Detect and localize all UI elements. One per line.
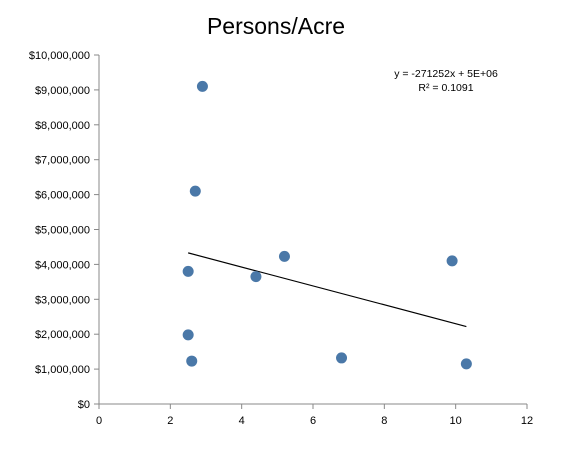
trendline-layer	[188, 252, 467, 328]
x-tick-label: 10	[450, 415, 462, 427]
y-tick-label: $1,000,000	[35, 364, 90, 376]
trendline	[188, 252, 467, 328]
y-tick-label: $8,000,000	[35, 120, 90, 132]
y-tick-label: $7,000,000	[35, 155, 90, 167]
data-point	[250, 271, 262, 283]
y-tick-label: $5,000,000	[35, 225, 90, 237]
x-tick-label: 4	[239, 415, 245, 427]
chart-title: Persons/Acre	[207, 13, 345, 39]
data-point	[336, 352, 348, 364]
x-tick-label: 6	[310, 415, 316, 427]
y-tick-label: $4,000,000	[35, 259, 90, 271]
y-tick-label: $3,000,000	[35, 294, 90, 306]
data-point	[196, 80, 208, 92]
data-point	[278, 250, 290, 262]
y-tick-label: $9,000,000	[35, 85, 90, 97]
y-tick-label: $2,000,000	[35, 329, 90, 341]
data-point	[182, 265, 194, 277]
y-tick-label: $6,000,000	[35, 190, 90, 202]
data-point	[189, 185, 201, 197]
y-tick-label: $0	[78, 399, 90, 411]
y-axis: $0 $1,000,000 $2,000,000 $3,000,000 $4,000,0…	[29, 50, 100, 411]
y-tick-label: $10,000,000	[29, 50, 90, 62]
data-point	[186, 355, 198, 367]
x-tick-label: 0	[96, 415, 102, 427]
x-tick-label: 2	[167, 415, 173, 427]
x-axis: 0 2 4 6 8 10 12	[96, 403, 533, 427]
trendline-r-squared: R² = 0.1091	[418, 82, 473, 94]
data-point	[460, 358, 472, 370]
x-tick-label: 12	[521, 415, 533, 427]
trendline-equation: y = -271252x + 5E+06	[394, 68, 498, 80]
data-points	[182, 80, 472, 370]
data-point	[182, 329, 194, 341]
x-tick-label: 8	[381, 415, 387, 427]
data-point	[446, 255, 458, 267]
